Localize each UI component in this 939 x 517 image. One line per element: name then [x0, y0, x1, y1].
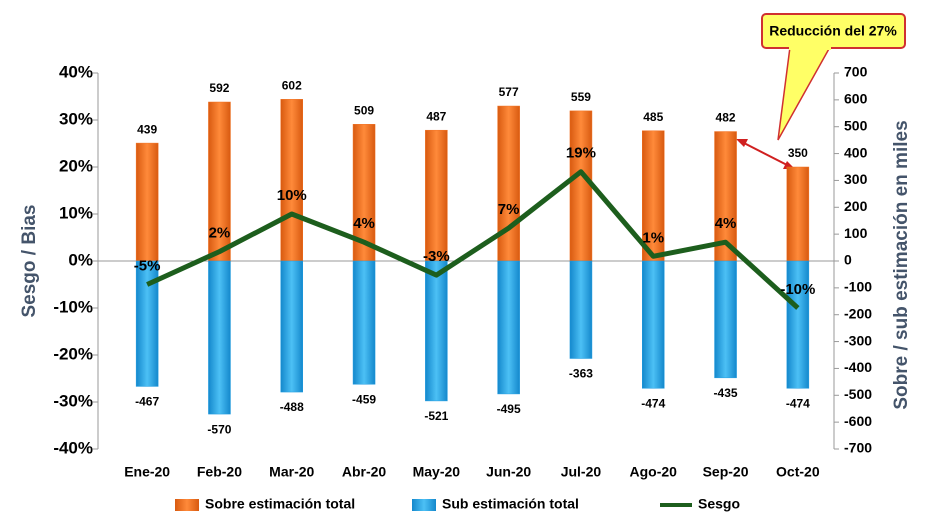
bar-value-label: 577 — [499, 85, 519, 99]
line-value-label: 2% — [209, 225, 231, 242]
y2-tick-label: -700 — [844, 440, 872, 456]
y2-tick-label: 600 — [844, 91, 868, 107]
bar — [352, 260, 376, 385]
bar-value-label: 485 — [643, 110, 663, 124]
y2-tick-label: 0 — [844, 252, 852, 268]
bar — [714, 260, 737, 379]
bar — [569, 260, 593, 359]
bar-value-label: 559 — [571, 90, 591, 104]
bar-value-label: 482 — [716, 111, 736, 125]
bar-value-label: -435 — [714, 386, 738, 400]
callout — [736, 13, 906, 169]
line-value-label: 10% — [277, 187, 307, 204]
x-tick-label: Jul-20 — [561, 464, 602, 480]
legend-swatch — [412, 499, 436, 511]
legend-label: Sobre estimación total — [205, 496, 355, 512]
y2-tick-label: 100 — [844, 225, 868, 241]
y2-tick-label: 700 — [844, 64, 868, 80]
line — [146, 169, 800, 310]
line-value-label: -3% — [423, 248, 450, 265]
bar — [135, 260, 159, 387]
line-value-label: 4% — [715, 215, 737, 232]
bar-value-label: -363 — [569, 367, 593, 381]
y-tick-label: -30% — [53, 391, 93, 410]
bar-value-label: -521 — [424, 409, 448, 423]
line-value-label: 4% — [353, 215, 375, 232]
x-tick-label: Oct-20 — [776, 464, 820, 480]
y-tick-label: 10% — [59, 203, 93, 222]
bar — [497, 105, 520, 262]
legend-label: Sesgo — [698, 496, 740, 512]
line-value-label: -10% — [780, 281, 815, 298]
y-tick-label: 30% — [59, 109, 93, 128]
y2-tick-label: 500 — [844, 117, 868, 133]
bar-value-label: -467 — [135, 395, 159, 409]
y2-axis-title: Sobre / sub estimación en miles — [891, 120, 912, 409]
y-tick-label: 0% — [68, 250, 93, 269]
line-value-label: 1% — [642, 229, 664, 246]
x-tick-label: May-20 — [413, 464, 461, 480]
bar-value-label: 350 — [788, 146, 808, 160]
y2-tick-label: 200 — [844, 198, 868, 214]
y2-tick-label: -100 — [844, 279, 872, 295]
bar — [786, 260, 810, 389]
bar — [497, 260, 520, 395]
bar-value-label: 602 — [282, 78, 302, 92]
bar-value-label: -488 — [280, 400, 304, 414]
bar — [135, 142, 159, 262]
line-value-label: -5% — [134, 257, 161, 274]
x-tick-label: Ene-20 — [124, 464, 170, 480]
legend-swatch — [175, 499, 199, 511]
bar-value-label: -459 — [352, 392, 376, 406]
legend-label: Sub estimación total — [442, 496, 579, 512]
bar-value-label: 509 — [354, 103, 374, 117]
y2-tick-label: -500 — [844, 386, 872, 402]
y2-tick-label: 300 — [844, 171, 868, 187]
x-tick-label: Ago-20 — [630, 464, 678, 480]
y2-tick-label: -300 — [844, 332, 872, 348]
annotation: Reducción del 27% — [769, 23, 897, 39]
y-axis-title: Sesgo / Bias — [19, 205, 40, 318]
bar-value-label: 592 — [209, 81, 229, 95]
line-value-label: 19% — [566, 145, 596, 162]
y-tick-label: -10% — [53, 297, 93, 316]
bar — [425, 260, 448, 402]
x-tick-label: Jun-20 — [486, 464, 531, 480]
x-tick-label: Sep-20 — [703, 464, 749, 480]
y2-tick-label: -400 — [844, 359, 872, 375]
bar — [280, 260, 303, 393]
bar — [425, 129, 448, 262]
line-value-label: 7% — [498, 201, 520, 218]
bar — [569, 110, 593, 262]
y2-tick-label: -200 — [844, 305, 872, 321]
bar-value-label: 487 — [426, 109, 446, 123]
y-tick-label: 40% — [59, 62, 93, 81]
bar-value-label: -474 — [641, 396, 665, 410]
x-tick-label: Mar-20 — [269, 464, 314, 480]
y2-tick-label: -600 — [844, 413, 872, 429]
y-tick-label: -20% — [53, 344, 93, 363]
bar-value-label: -495 — [497, 402, 521, 416]
bar — [280, 99, 303, 262]
bar — [208, 260, 231, 415]
y2-tick-label: 400 — [844, 144, 868, 160]
bar-value-label: -474 — [786, 396, 810, 410]
bar — [786, 166, 810, 262]
bar-value-label: -570 — [207, 422, 231, 436]
x-tick-label: Abr-20 — [342, 464, 387, 480]
bar-value-label: 439 — [137, 122, 157, 136]
x-tick-label: Feb-20 — [197, 464, 242, 480]
bar — [642, 260, 665, 389]
y-tick-label: -40% — [53, 438, 93, 457]
y-tick-label: 20% — [59, 156, 93, 175]
